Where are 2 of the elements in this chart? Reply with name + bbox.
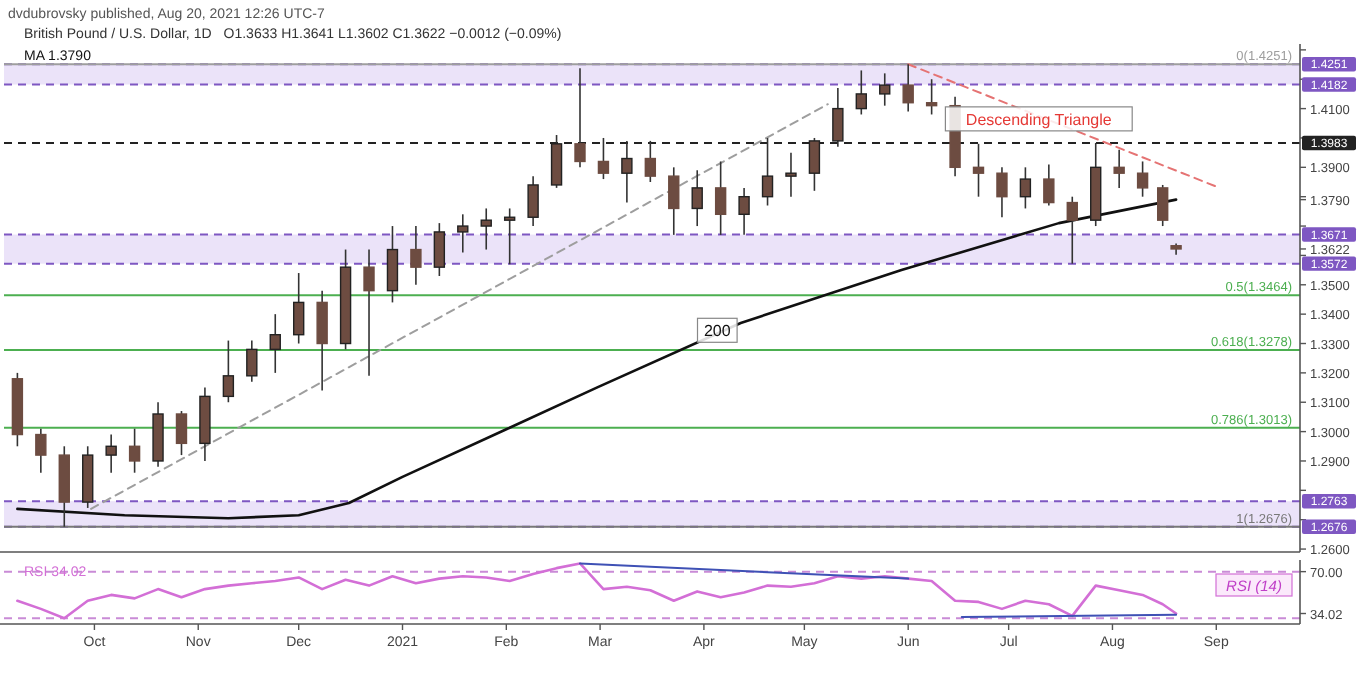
annotation: Descending Triangle [965, 110, 1113, 129]
annotation: 200 [703, 322, 732, 341]
